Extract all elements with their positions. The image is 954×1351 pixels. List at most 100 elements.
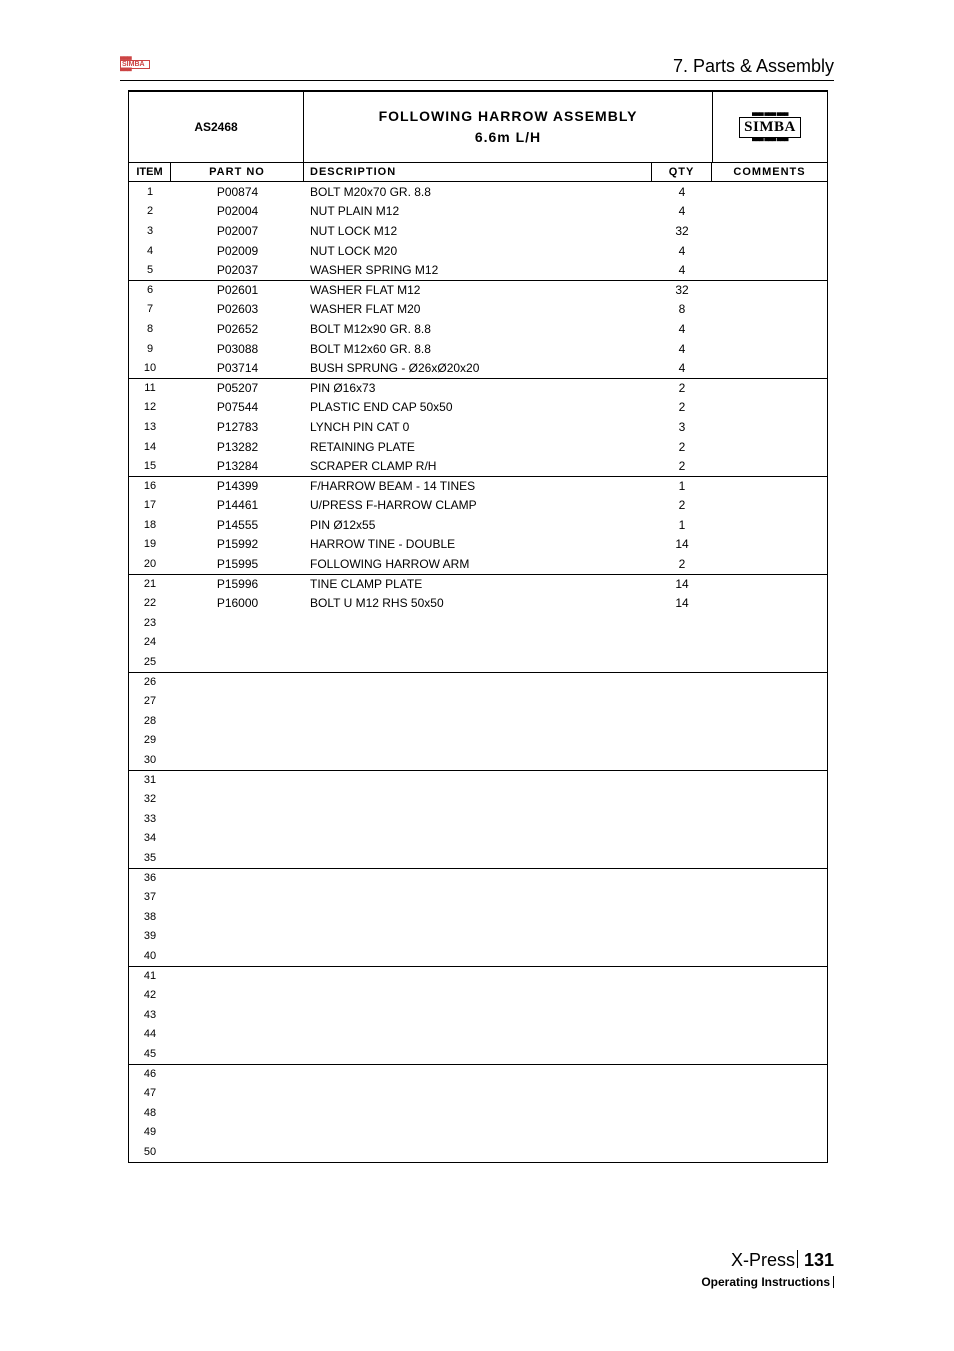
cell-part-no: P03088 (171, 342, 304, 356)
footer-product: X-Press (731, 1250, 795, 1270)
cell-part-no: P12783 (171, 420, 304, 434)
cell-part-no: P15992 (171, 537, 304, 551)
assembly-title-line2: 6.6m L/H (475, 129, 541, 145)
cell-description: BOLT M12x60 GR. 8.8 (304, 342, 652, 356)
cell-description: BOLT M20x70 GR. 8.8 (304, 185, 652, 199)
cell-item: 17 (129, 499, 171, 511)
cell-part-no: P13284 (171, 459, 304, 473)
cell-description: NUT LOCK M12 (304, 224, 652, 238)
table-row: 34 (129, 829, 827, 849)
cell-item: 8 (129, 323, 171, 335)
cell-item: 5 (129, 264, 171, 276)
cell-item: 7 (129, 303, 171, 315)
table-row: 49 (129, 1123, 827, 1143)
table-row: 5P02037WASHER SPRING M124 (129, 260, 827, 280)
cell-qty: 2 (652, 440, 712, 454)
table-row: 36 (129, 868, 827, 888)
table-row: 43 (129, 1005, 827, 1025)
table-row: 22P16000BOLT U M12 RHS 50x5014 (129, 593, 827, 613)
cell-description: BUSH SPRUNG - Ø26xØ20x20 (304, 361, 652, 375)
cell-item: 41 (129, 970, 171, 982)
table-row: 32 (129, 789, 827, 809)
cell-description: TINE CLAMP PLATE (304, 577, 652, 591)
cell-item: 15 (129, 460, 171, 472)
section-title: 7. Parts & Assembly (673, 56, 834, 77)
page-footer: X-Press 131 Operating Instructions (701, 1250, 834, 1289)
table-row: 21P15996TINE CLAMP PLATE14 (129, 574, 827, 594)
cell-item: 12 (129, 401, 171, 413)
cell-qty: 4 (652, 244, 712, 258)
cell-item: 42 (129, 989, 171, 1001)
table-row: 39 (129, 927, 827, 947)
cell-item: 39 (129, 930, 171, 942)
cell-item: 40 (129, 950, 171, 962)
cell-qty: 14 (652, 577, 712, 591)
cell-part-no: P14461 (171, 498, 304, 512)
table-row: 2P02004NUT PLAIN M124 (129, 202, 827, 222)
table-row: 1P00874BOLT M20x70 GR. 8.84 (129, 182, 827, 202)
table-row: 19P15992HARROW TINE - DOUBLE14 (129, 535, 827, 555)
table-row: 28 (129, 711, 827, 731)
cell-qty: 32 (652, 224, 712, 238)
cell-description: FOLLOWING HARROW ARM (304, 557, 652, 571)
footer-page-number: 131 (804, 1250, 834, 1270)
table-row: 27 (129, 691, 827, 711)
cell-part-no: P02004 (171, 204, 304, 218)
cell-item: 44 (129, 1028, 171, 1040)
table-row: 30 (129, 750, 827, 770)
cell-item: 45 (129, 1048, 171, 1060)
brand-logo-box: ▄▄▄ ▄▄▄ ▄▄▄ SIMBA ▀▀▀ ▀▀▀ ▀▀▀ (712, 92, 827, 162)
table-row: 35 (129, 848, 827, 868)
cell-item: 38 (129, 911, 171, 923)
table-row: 10P03714BUSH SPRUNG - Ø26xØ20x204 (129, 358, 827, 378)
table-header-row: ITEM PART NO DESCRIPTION QTY COMMENTS (129, 163, 827, 182)
cell-qty: 2 (652, 400, 712, 414)
cell-item: 2 (129, 205, 171, 217)
brand-logo-text: SIMBA (739, 117, 801, 138)
table-row: 12P07544PLASTIC END CAP 50x502 (129, 398, 827, 418)
table-row: 31 (129, 770, 827, 790)
cell-item: 14 (129, 441, 171, 453)
cell-item: 18 (129, 519, 171, 531)
cell-qty: 14 (652, 537, 712, 551)
cell-item: 16 (129, 480, 171, 492)
cell-item: 11 (129, 382, 171, 394)
cell-item: 1 (129, 186, 171, 198)
table-row: 40 (129, 946, 827, 966)
cell-qty: 4 (652, 361, 712, 375)
cell-description: NUT LOCK M20 (304, 244, 652, 258)
table-row: 4P02009NUT LOCK M204 (129, 241, 827, 261)
cell-description: PLASTIC END CAP 50x50 (304, 400, 652, 414)
cell-qty: 4 (652, 322, 712, 336)
cell-qty: 2 (652, 557, 712, 571)
cell-item: 24 (129, 636, 171, 648)
cell-description: HARROW TINE - DOUBLE (304, 537, 652, 551)
cell-item: 47 (129, 1087, 171, 1099)
col-header-qty: QTY (652, 163, 712, 181)
cell-item: 31 (129, 774, 171, 786)
cell-description: NUT PLAIN M12 (304, 204, 652, 218)
cell-item: 25 (129, 656, 171, 668)
cell-item: 20 (129, 558, 171, 570)
cell-qty: 4 (652, 204, 712, 218)
cell-qty: 2 (652, 459, 712, 473)
cell-description: F/HARROW BEAM - 14 TINES (304, 479, 652, 493)
cell-item: 36 (129, 872, 171, 884)
cell-qty: 4 (652, 185, 712, 199)
cell-part-no: P02601 (171, 283, 304, 297)
cell-part-no: P07544 (171, 400, 304, 414)
cell-part-no: P15996 (171, 577, 304, 591)
cell-qty: 14 (652, 596, 712, 610)
table-row: 8P02652BOLT M12x90 GR. 8.84 (129, 319, 827, 339)
cell-description: WASHER FLAT M20 (304, 302, 652, 316)
table-body: 1P00874BOLT M20x70 GR. 8.842P02004NUT PL… (129, 182, 827, 1162)
col-header-part: PART NO (171, 163, 304, 181)
footer-subtitle: Operating Instructions (701, 1275, 830, 1289)
table-row: 42 (129, 985, 827, 1005)
cell-item: 19 (129, 538, 171, 550)
cell-part-no: P02009 (171, 244, 304, 258)
col-header-desc: DESCRIPTION (304, 163, 652, 181)
cell-item: 22 (129, 597, 171, 609)
cell-part-no: P02603 (171, 302, 304, 316)
cell-item: 30 (129, 754, 171, 766)
